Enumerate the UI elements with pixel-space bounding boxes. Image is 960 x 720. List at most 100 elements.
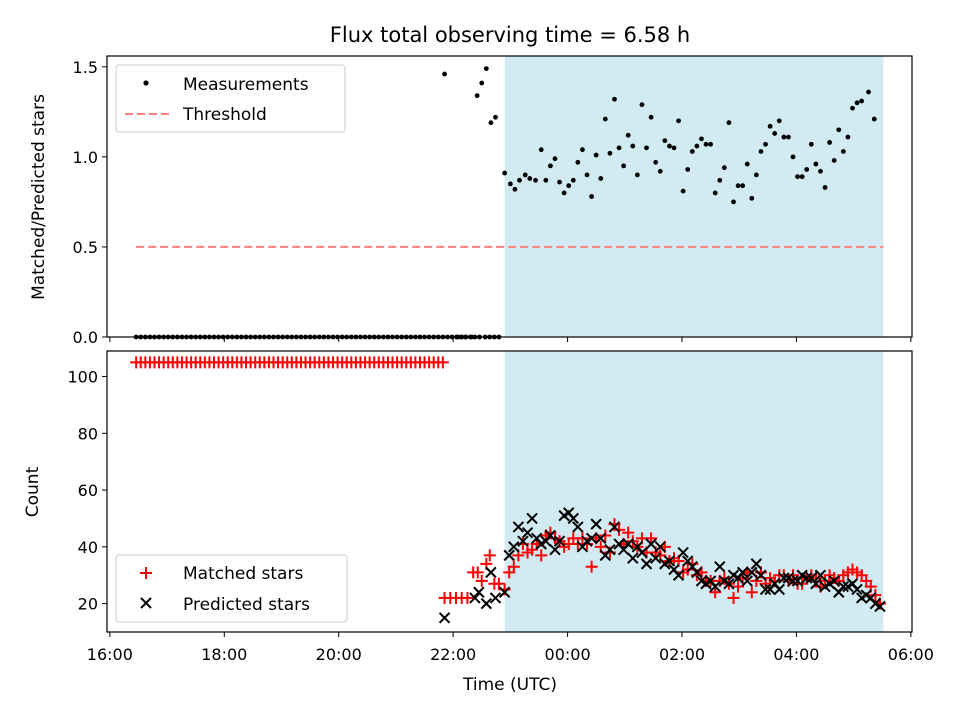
y-tick-label: 1.0 — [73, 148, 98, 167]
matched-star-point — [622, 526, 635, 539]
y-tick-label: 20 — [78, 595, 98, 614]
measurement-point — [822, 185, 828, 190]
x-tick-label: 16:00 — [87, 645, 133, 664]
measurement-point — [639, 102, 645, 108]
predicted-star-point — [654, 541, 666, 553]
x-tick-label: 06:00 — [888, 645, 934, 664]
measurement-point — [598, 176, 604, 181]
measurement-point — [680, 188, 686, 194]
measurement-point — [781, 134, 787, 140]
predicted-star-point — [636, 546, 648, 559]
matched-star-point — [436, 356, 449, 369]
measurement-point — [552, 156, 558, 162]
predicted-star-point — [649, 552, 662, 564]
measurement-point — [612, 96, 617, 102]
measurement-point — [731, 199, 736, 205]
matched-star-point — [585, 560, 598, 573]
legend-measurements-marker — [143, 80, 149, 86]
measurement-point — [538, 147, 544, 153]
measurement-point — [836, 127, 842, 133]
matched-star-point — [471, 566, 484, 579]
predicted-star-point — [572, 521, 584, 533]
measurement-point — [607, 150, 613, 156]
top-y-axis-label: Matched/Predicted stars — [29, 94, 49, 300]
measurement-point — [708, 141, 714, 147]
predicted-star-point — [709, 580, 721, 593]
measurement-point — [479, 80, 485, 86]
chart-title: Flux total observing time = 6.58 h — [330, 23, 690, 47]
matched-star-point — [535, 549, 548, 562]
x-axis-label: Time (UTC) — [462, 675, 557, 695]
predicted-star-point — [750, 558, 763, 570]
y-tick-label: 80 — [78, 424, 98, 443]
matched-star-point — [745, 586, 758, 599]
y-tick-label: 100 — [67, 368, 98, 387]
measurement-point — [753, 172, 759, 178]
measurement-point — [527, 176, 533, 181]
measurement-point — [557, 179, 562, 185]
predicted-star-point — [691, 566, 703, 579]
matched-star-point — [732, 580, 745, 593]
measurement-point — [566, 183, 572, 189]
measurement-point — [630, 143, 636, 149]
predicted-star-point — [773, 583, 785, 596]
top-panel: 0.0 0.5 1.0 1.5 Matched/Predicted stars Mea… — [29, 55, 913, 347]
predicted-star-point — [741, 575, 753, 587]
measurement-point — [667, 143, 672, 149]
measurement-point — [474, 93, 480, 99]
predicted-star-point — [549, 543, 561, 556]
x-tick-label: 00:00 — [545, 645, 591, 664]
measurement-point — [712, 190, 718, 196]
predicted-star-point — [814, 569, 827, 581]
measurement-point — [840, 149, 846, 154]
predicted-star-point — [759, 583, 772, 596]
measurement-point — [657, 168, 663, 174]
measurement-point — [859, 98, 865, 104]
measurement-point — [804, 167, 810, 172]
predicted-star-point — [755, 569, 767, 581]
measurement-point — [699, 136, 704, 142]
top-y-ticks: 0.0 0.5 1.0 1.5 — [73, 58, 107, 347]
measurement-point — [676, 118, 681, 124]
top-legend: Measurements Threshold — [115, 64, 346, 133]
matched-star-point — [461, 591, 474, 604]
predicted-star-point — [622, 538, 634, 550]
x-tick-label: 04:00 — [773, 645, 819, 664]
bottom-legend: Matched stars Predicted stars — [115, 554, 348, 623]
measurement-point — [795, 174, 800, 180]
y-tick-label: 60 — [78, 481, 98, 500]
legend-threshold-label: Threshold — [182, 105, 267, 125]
matched-star-point — [709, 586, 722, 599]
measurement-point — [625, 132, 631, 138]
bottom-axes-frame — [106, 350, 913, 633]
predicted-star-point — [567, 512, 580, 525]
measurement-point — [584, 172, 590, 178]
predicted-star-point — [473, 586, 485, 598]
bottom-x-ticks: 16:00 18:00 20:00 22:00 00:00 02:00 04:00 06:00 — [87, 632, 934, 664]
predicted-star-point — [544, 529, 557, 542]
measurement-point — [589, 194, 595, 199]
predicted-star-point — [553, 535, 566, 547]
measurement-point — [621, 163, 627, 169]
measurement-point — [522, 172, 528, 178]
measurement-point — [703, 141, 709, 147]
matched-star-point — [613, 523, 626, 536]
predicted-star-point — [627, 552, 639, 564]
predicted-star-point — [714, 561, 726, 573]
measurement-point — [721, 165, 727, 171]
matched-star-point — [727, 591, 740, 604]
measurement-point — [850, 105, 855, 111]
measurement-point — [543, 177, 549, 183]
predicted-star-point — [438, 612, 451, 624]
predicted-star-point — [640, 558, 653, 570]
y-tick-label: 0.5 — [73, 238, 98, 257]
bottom-y-axis-label: Count — [23, 466, 43, 517]
y-tick-label: 0.0 — [73, 328, 98, 347]
y-tick-label: 1.5 — [73, 58, 98, 77]
measurement-point — [483, 66, 489, 72]
measurement-point — [575, 159, 581, 165]
predicted-star-point — [503, 549, 515, 562]
matched-star-point — [869, 589, 882, 602]
measurement-point — [533, 177, 538, 183]
